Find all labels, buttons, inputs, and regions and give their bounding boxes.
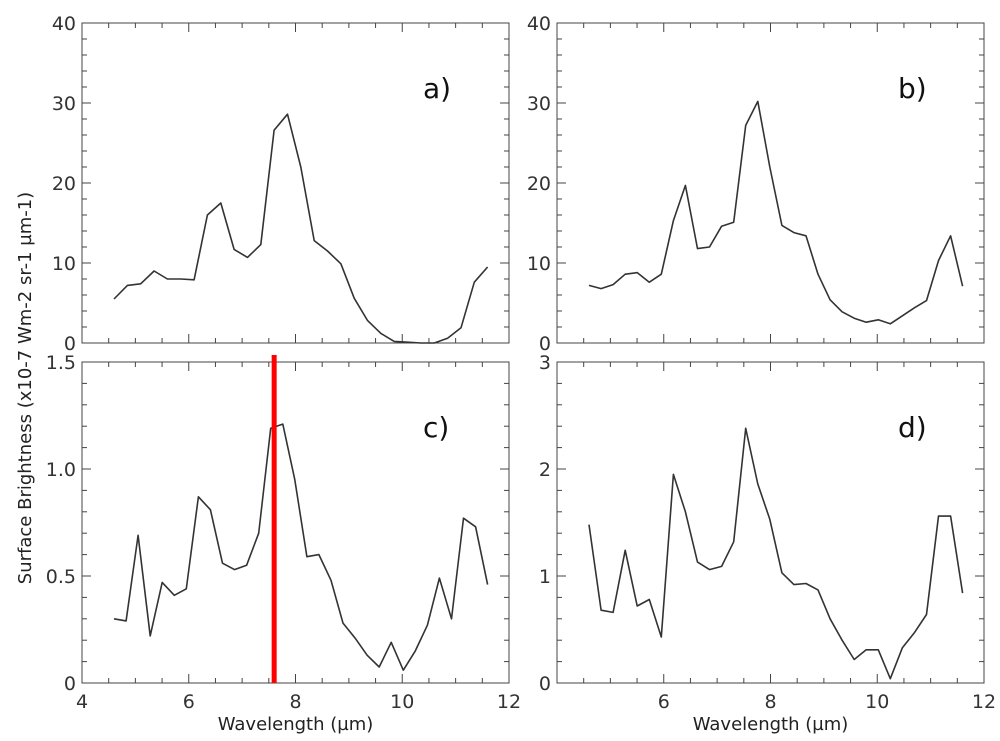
panel-3-xtick-label: 10 — [390, 691, 414, 713]
panel-4-xtick-label: 12 — [972, 691, 996, 713]
panel-4-label: d) — [898, 411, 927, 444]
panel-1: 0 10 20 30 40 a) — [52, 13, 510, 355]
panel-2-ytick-label: 40 — [527, 13, 551, 35]
panel-4-xtick-label: 6 — [658, 691, 670, 713]
panel-3-ytick-label: 1.5 — [46, 352, 76, 374]
panel-3-series-line — [113, 423, 489, 672]
panel-1-label: a) — [423, 72, 451, 105]
panel-4-ytick-label: 3 — [539, 352, 551, 374]
panel-1-ytick-label: 0 — [64, 333, 76, 355]
panel-1-series-line — [113, 113, 489, 344]
panel-4-ytick-label: 0 — [539, 673, 551, 695]
panel-3-ytick-label: 0.5 — [46, 566, 76, 588]
panel-1-ytick-label: 30 — [52, 93, 76, 115]
panel-2-ytick-label: 10 — [527, 253, 551, 275]
panel-3-ytick-label: 0 — [64, 673, 76, 695]
panel-2-label: b) — [898, 72, 927, 105]
panel-3-label: c) — [423, 411, 449, 444]
panel-1-frame — [81, 22, 510, 344]
panel-3-xtick-label: 12 — [497, 691, 521, 713]
panel-4-x-axis-title: Wavelength (µm) — [693, 714, 849, 735]
panel-2-series-line — [588, 100, 964, 325]
panel-4-xtick-label: 8 — [764, 691, 776, 713]
panel-4-ytick-label: 2 — [539, 459, 551, 481]
panel-3-x-axis-title: Wavelength (µm) — [218, 714, 374, 735]
panel-3-xtick-label: 8 — [289, 691, 301, 713]
panel-2-ytick-label: 20 — [527, 173, 551, 195]
panel-1-ytick-label: 10 — [52, 253, 76, 275]
panel-4-xtick-label: 10 — [865, 691, 889, 713]
panel-3-xtick-label: 4 — [76, 691, 88, 713]
panel-2-ytick-label: 30 — [527, 93, 551, 115]
y-axis-title: Surface Brightness (x10-7 Wm-2 sr-1 µm-1… — [15, 192, 36, 584]
panel-3-ytick-label: 1.0 — [46, 459, 76, 481]
panel-2-frame — [556, 22, 985, 344]
panel-3-xtick-label: 6 — [183, 691, 195, 713]
panel-3: 4 6 8 10 12 0 0.5 1.0 1.5 c) Wavelength (µm) — [46, 352, 521, 735]
panel-4-ytick-label: 1 — [539, 566, 551, 588]
panel-4-series-line — [588, 427, 964, 680]
panel-1-ytick-label: 40 — [52, 13, 76, 35]
panel-2: 0 10 20 30 40 b) — [527, 13, 985, 355]
panel-1-ytick-label: 20 — [52, 173, 76, 195]
panel-2-ytick-label: 0 — [539, 333, 551, 355]
